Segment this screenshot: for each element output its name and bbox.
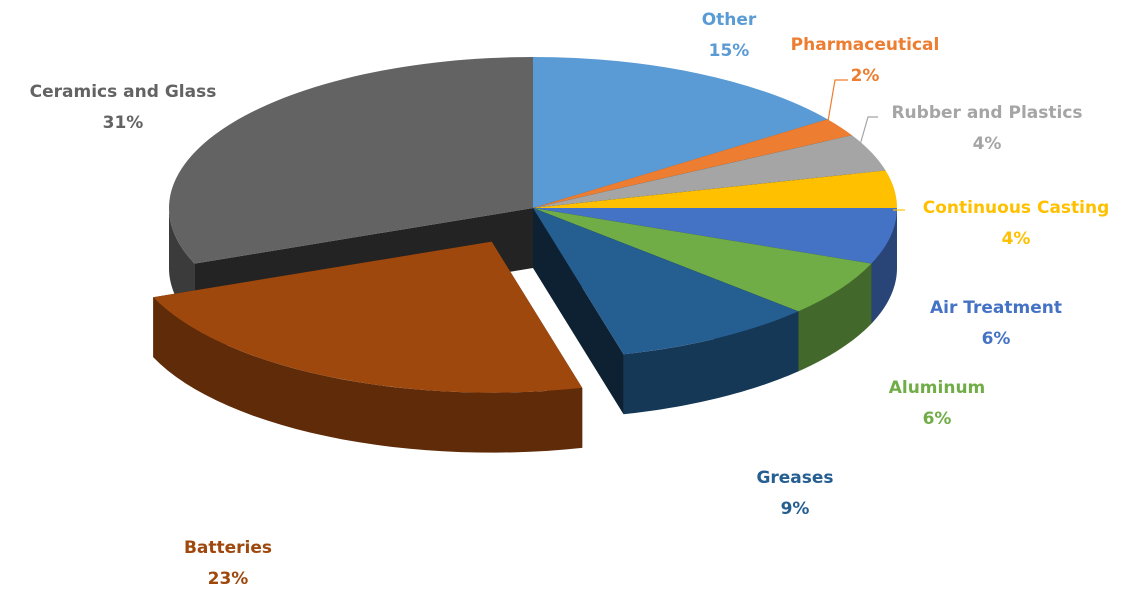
slice bbox=[533, 208, 897, 264]
slice-label: Other bbox=[702, 10, 757, 30]
pie bbox=[153, 57, 897, 453]
slice bbox=[533, 119, 852, 208]
slice-label: Pharmaceutical bbox=[791, 35, 940, 55]
slice-side bbox=[153, 297, 583, 453]
value-label: 9% bbox=[781, 499, 810, 519]
value-label: 2% bbox=[851, 66, 880, 86]
slice-wall bbox=[533, 208, 624, 415]
leader-line bbox=[859, 116, 878, 146]
slice-label: Ceramics and Glass bbox=[30, 82, 217, 102]
slice-side bbox=[623, 311, 799, 415]
leader-line bbox=[826, 79, 848, 128]
slice bbox=[533, 208, 872, 312]
value-label: 6% bbox=[982, 329, 1011, 349]
slice-label: Batteries bbox=[184, 538, 272, 558]
value-label: 31% bbox=[103, 113, 144, 133]
slice-label: Greases bbox=[756, 468, 833, 488]
slice bbox=[533, 135, 886, 208]
slice bbox=[153, 241, 583, 393]
leader-lines bbox=[826, 79, 905, 211]
value-label: 4% bbox=[973, 134, 1002, 154]
slice bbox=[533, 57, 828, 208]
slice-label: Air Treatment bbox=[930, 298, 1062, 318]
slice-side bbox=[798, 263, 872, 372]
slice-label: Aluminum bbox=[889, 378, 986, 398]
slice-label: Rubber and Plastics bbox=[891, 103, 1082, 123]
slice-label: Continuous Casting bbox=[923, 198, 1110, 218]
value-label: 23% bbox=[208, 569, 249, 589]
slice bbox=[168, 57, 533, 264]
slice bbox=[533, 170, 897, 208]
value-label: 15% bbox=[709, 41, 750, 61]
value-label: 4% bbox=[1002, 229, 1031, 249]
slice-side bbox=[871, 208, 897, 324]
value-label: 6% bbox=[923, 409, 952, 429]
slice bbox=[533, 208, 799, 355]
